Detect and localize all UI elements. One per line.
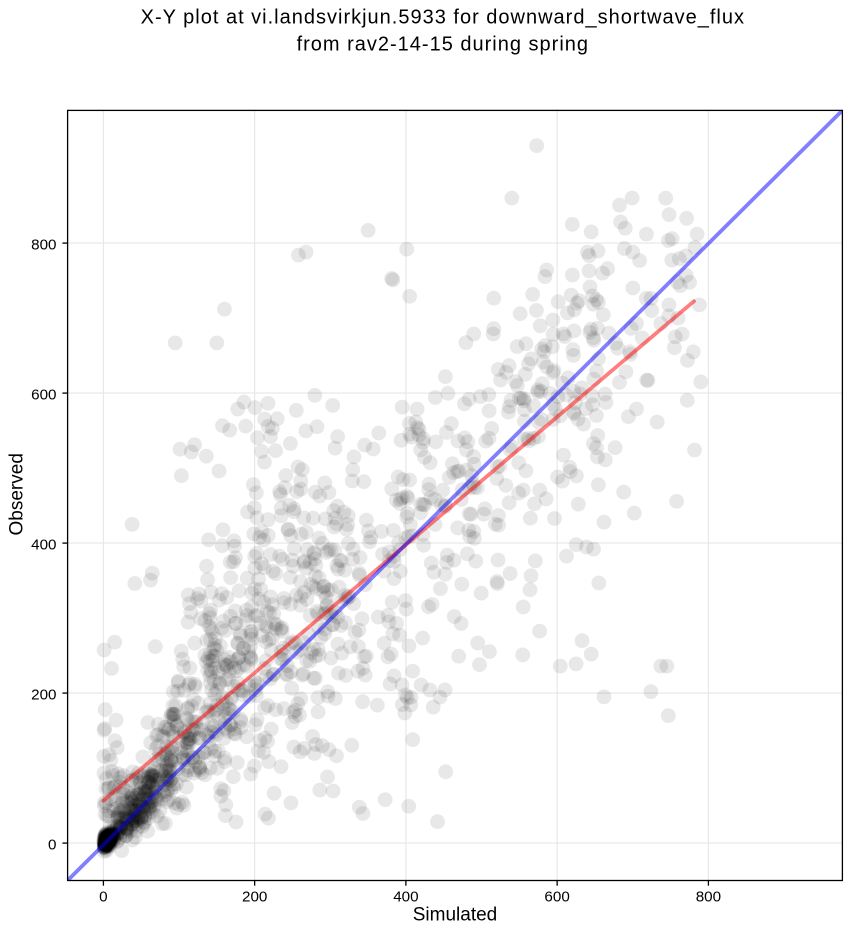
svg-text:from rav2-14-15 during spring: from rav2-14-15 during spring	[297, 34, 589, 56]
svg-text:600: 600	[544, 888, 569, 905]
svg-text:Observed: Observed	[6, 453, 27, 535]
svg-text:X-Y plot at vi.landsvirkjun.59: X-Y plot at vi.landsvirkjun.5933 for dow…	[141, 7, 745, 29]
svg-text:800: 800	[696, 888, 721, 905]
svg-text:Simulated: Simulated	[413, 905, 498, 926]
svg-text:400: 400	[31, 536, 56, 553]
svg-text:800: 800	[31, 236, 56, 253]
svg-text:400: 400	[393, 888, 418, 905]
svg-text:0: 0	[99, 888, 107, 905]
svg-text:600: 600	[31, 386, 56, 403]
svg-text:200: 200	[242, 888, 267, 905]
svg-text:0: 0	[48, 836, 56, 853]
svg-text:200: 200	[31, 686, 56, 703]
